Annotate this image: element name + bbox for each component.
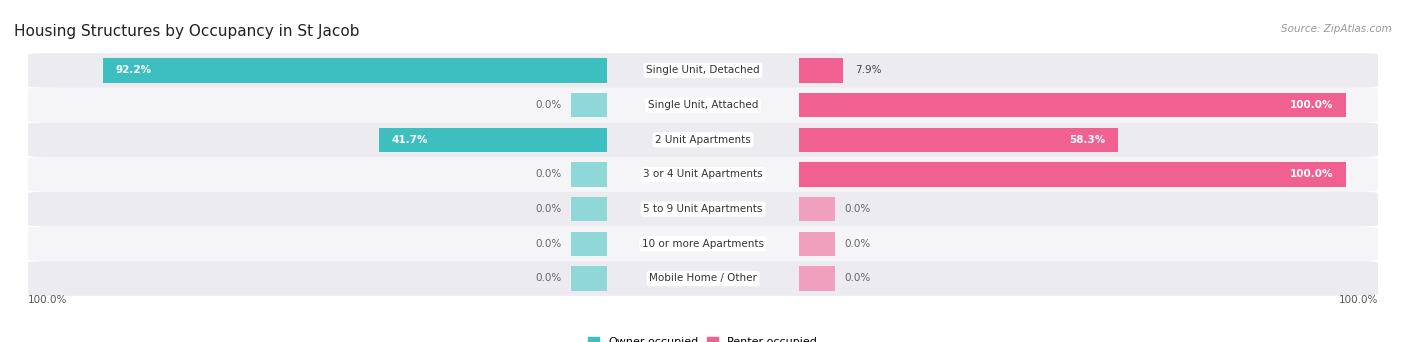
Text: 0.0%: 0.0% bbox=[845, 239, 870, 249]
Bar bbox=[103, 58, 606, 82]
Bar bbox=[800, 197, 835, 221]
Text: 7.9%: 7.9% bbox=[855, 65, 882, 76]
Bar bbox=[571, 266, 606, 291]
Text: 100.0%: 100.0% bbox=[1289, 169, 1333, 180]
Bar bbox=[800, 58, 842, 82]
Text: Single Unit, Attached: Single Unit, Attached bbox=[648, 100, 758, 110]
Bar bbox=[378, 128, 606, 152]
Text: 0.0%: 0.0% bbox=[536, 239, 561, 249]
Text: 3 or 4 Unit Apartments: 3 or 4 Unit Apartments bbox=[643, 169, 763, 180]
FancyBboxPatch shape bbox=[28, 192, 1378, 226]
Text: 0.0%: 0.0% bbox=[845, 204, 870, 214]
Bar bbox=[800, 266, 835, 291]
Text: 100.0%: 100.0% bbox=[1289, 100, 1333, 110]
FancyBboxPatch shape bbox=[28, 88, 1378, 122]
Text: Mobile Home / Other: Mobile Home / Other bbox=[650, 273, 756, 284]
Text: Housing Structures by Occupancy in St Jacob: Housing Structures by Occupancy in St Ja… bbox=[14, 24, 360, 39]
FancyBboxPatch shape bbox=[28, 226, 1378, 261]
Bar bbox=[800, 93, 1346, 117]
Text: 92.2%: 92.2% bbox=[115, 65, 152, 76]
Text: 0.0%: 0.0% bbox=[536, 169, 561, 180]
Text: Source: ZipAtlas.com: Source: ZipAtlas.com bbox=[1281, 24, 1392, 34]
Bar bbox=[571, 162, 606, 186]
Text: 0.0%: 0.0% bbox=[845, 273, 870, 284]
Text: 0.0%: 0.0% bbox=[536, 204, 561, 214]
Bar bbox=[800, 232, 835, 256]
Text: 0.0%: 0.0% bbox=[536, 273, 561, 284]
Text: 0.0%: 0.0% bbox=[536, 100, 561, 110]
Text: 100.0%: 100.0% bbox=[1339, 295, 1378, 305]
FancyBboxPatch shape bbox=[28, 53, 1378, 88]
Text: 58.3%: 58.3% bbox=[1069, 135, 1105, 145]
Text: Single Unit, Detached: Single Unit, Detached bbox=[647, 65, 759, 76]
Bar bbox=[800, 128, 1118, 152]
Text: 41.7%: 41.7% bbox=[392, 135, 427, 145]
Text: 10 or more Apartments: 10 or more Apartments bbox=[643, 239, 763, 249]
Text: 100.0%: 100.0% bbox=[28, 295, 67, 305]
Text: 5 to 9 Unit Apartments: 5 to 9 Unit Apartments bbox=[644, 204, 762, 214]
Bar bbox=[800, 162, 1346, 186]
Bar bbox=[571, 232, 606, 256]
FancyBboxPatch shape bbox=[28, 122, 1378, 157]
FancyBboxPatch shape bbox=[28, 261, 1378, 296]
Bar bbox=[571, 197, 606, 221]
Bar bbox=[571, 93, 606, 117]
Legend: Owner-occupied, Renter-occupied: Owner-occupied, Renter-occupied bbox=[583, 332, 823, 342]
Text: 2 Unit Apartments: 2 Unit Apartments bbox=[655, 135, 751, 145]
FancyBboxPatch shape bbox=[28, 157, 1378, 192]
